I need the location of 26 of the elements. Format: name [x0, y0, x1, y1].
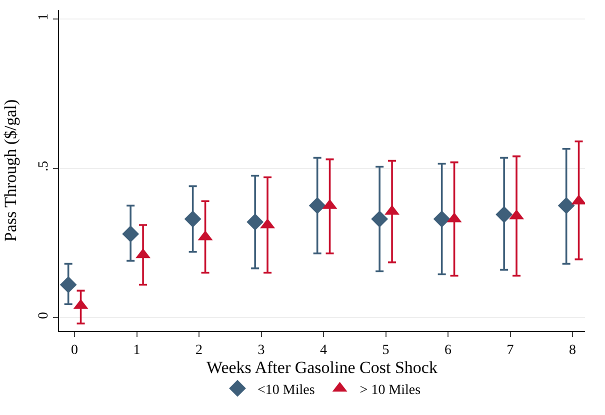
y-tick-label: 1 — [36, 13, 52, 20]
y-tick-label: .5 — [36, 160, 52, 172]
point — [496, 206, 513, 223]
point — [60, 276, 77, 294]
x-tick-label: 6 — [444, 342, 452, 358]
point — [308, 197, 326, 214]
point — [571, 194, 585, 204]
x-tick-label: 5 — [382, 342, 390, 358]
legend-label: <10 Miles — [258, 382, 315, 398]
x-tick-label: 1 — [133, 342, 140, 358]
point — [122, 226, 140, 242]
y-tick-label: 0 — [36, 312, 52, 319]
point — [184, 210, 202, 228]
point — [558, 197, 575, 214]
point — [246, 214, 264, 230]
x-tick-label: 3 — [258, 342, 265, 358]
x-tick-label: 8 — [569, 342, 576, 358]
legend-label: > 10 Miles — [360, 382, 421, 398]
point — [371, 210, 388, 228]
point — [433, 210, 450, 228]
x-tick-label: 4 — [320, 342, 328, 358]
x-axis-title: Weeks After Gasoline Cost Shock — [206, 358, 438, 377]
y-axis-title: Pass Through ($/gal) — [0, 99, 20, 242]
x-tick-label: 2 — [196, 342, 203, 358]
x-tick-label: 0 — [71, 342, 78, 358]
x-tick-label: 7 — [506, 342, 514, 358]
